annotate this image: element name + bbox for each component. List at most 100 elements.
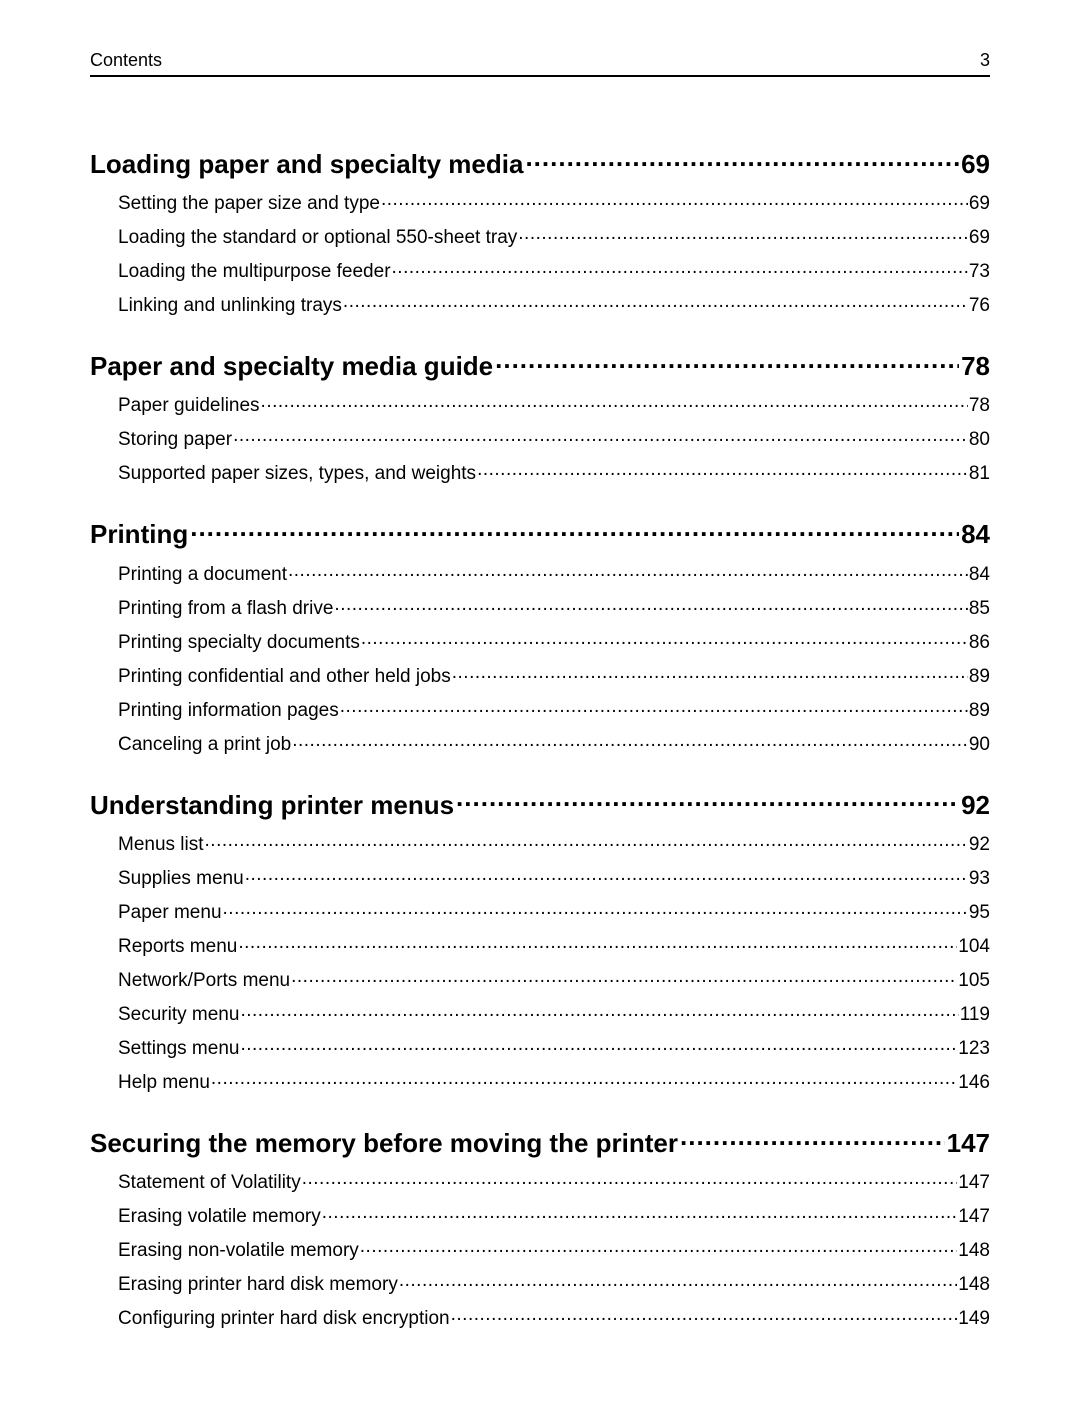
toc-entry-page: 86 <box>969 633 990 652</box>
toc-entry-page: 147 <box>958 1207 990 1226</box>
dot-leader <box>233 426 968 445</box>
toc-entry-title: Paper guidelines <box>118 396 260 415</box>
toc-entry[interactable]: Canceling a print job90 <box>118 731 990 754</box>
toc-entry-page: 69 <box>969 228 990 247</box>
toc-entry[interactable]: Linking and unlinking trays76 <box>118 292 990 315</box>
toc-entry-page: 78 <box>969 396 990 415</box>
header-page-number: 3 <box>980 50 990 71</box>
toc-entry-page: 73 <box>969 262 990 281</box>
dot-leader <box>322 1203 958 1222</box>
toc-entry[interactable]: Menus list92 <box>118 831 990 854</box>
toc-entry-title: Canceling a print job <box>118 735 291 754</box>
dot-leader <box>399 1271 957 1290</box>
toc-section-heading[interactable]: Loading paper and specialty media69 <box>90 147 990 180</box>
dot-leader <box>392 258 968 277</box>
toc-entry[interactable]: Supported paper sizes, types, and weight… <box>118 460 990 483</box>
toc-section: Securing the memory before moving the pr… <box>90 1126 990 1328</box>
toc-entry[interactable]: Printing a document84 <box>118 561 990 584</box>
toc-section-page: 84 <box>961 519 990 550</box>
toc-entry[interactable]: Setting the paper size and type69 <box>118 190 990 213</box>
toc-entry-page: 148 <box>958 1241 990 1260</box>
dot-leader <box>238 933 957 952</box>
toc-entry[interactable]: Configuring printer hard disk encryption… <box>118 1305 990 1328</box>
toc-entry-title: Storing paper <box>118 430 232 449</box>
toc-entry-title: Settings menu <box>118 1039 239 1058</box>
toc-entry[interactable]: Loading the standard or optional 550‑she… <box>118 224 990 247</box>
toc-sub-list: Paper guidelines 78 Storing paper 80 Support… <box>90 392 990 483</box>
toc-entry-page: 104 <box>958 937 990 956</box>
toc-entry[interactable]: Security menu 119 <box>118 1001 990 1024</box>
toc-entry-title: Paper menu <box>118 903 222 922</box>
toc-entry[interactable]: Printing from a flash drive85 <box>118 595 990 618</box>
dot-leader <box>518 224 968 243</box>
dot-leader <box>223 899 968 918</box>
toc-entry-page: 123 <box>958 1039 990 1058</box>
toc-entry-title: Supplies menu <box>118 869 244 888</box>
toc-sub-list: Printing a document84 Printing from a fla… <box>90 561 990 754</box>
dot-leader <box>245 865 968 884</box>
toc-section-heading[interactable]: Paper and specialty media guide78 <box>90 349 990 382</box>
toc-entry-page: 92 <box>969 835 990 854</box>
running-header: Contents 3 <box>90 50 990 77</box>
toc-entry-page: 119 <box>960 1005 990 1024</box>
table-of-contents: Loading paper and specialty media69Setti… <box>90 147 990 1328</box>
toc-entry[interactable]: Statement of Volatility147 <box>118 1169 990 1192</box>
toc-section-heading[interactable]: Understanding printer menus92 <box>90 788 990 821</box>
dot-leader <box>495 349 959 375</box>
toc-entry[interactable]: Help menu146 <box>118 1069 990 1092</box>
toc-section-heading[interactable]: Printing 84 <box>90 517 990 550</box>
toc-entry[interactable]: Printing confidential and other held job… <box>118 663 990 686</box>
toc-entry-page: 149 <box>958 1309 990 1328</box>
dot-leader <box>452 663 968 682</box>
toc-entry[interactable]: Printing specialty documents 86 <box>118 629 990 652</box>
dot-leader <box>381 190 968 209</box>
toc-section-page: 92 <box>961 790 990 821</box>
toc-entry-title: Supported paper sizes, types, and weight… <box>118 464 476 483</box>
dot-leader <box>361 629 968 648</box>
toc-entry[interactable]: Printing information pages89 <box>118 697 990 720</box>
toc-entry-title: Network/Ports menu <box>118 971 290 990</box>
toc-entry-page: 93 <box>969 869 990 888</box>
toc-section-title: Printing <box>90 519 188 550</box>
toc-entry-title: Loading the multipurpose feeder <box>118 262 391 281</box>
toc-section: Understanding printer menus92 Menus list9… <box>90 788 990 1092</box>
toc-section-heading[interactable]: Securing the memory before moving the pr… <box>90 1126 990 1159</box>
toc-entry[interactable]: Supplies menu 93 <box>118 865 990 888</box>
toc-entry[interactable]: Reports menu 104 <box>118 933 990 956</box>
dot-leader <box>302 1169 958 1188</box>
toc-section-title: Loading paper and specialty media <box>90 149 523 180</box>
toc-entry-title: Linking and unlinking trays <box>118 296 342 315</box>
dot-leader <box>477 460 968 479</box>
toc-entry-page: 148 <box>958 1275 990 1294</box>
toc-entry-title: Printing specialty documents <box>118 633 360 652</box>
toc-entry[interactable]: Storing paper 80 <box>118 426 990 449</box>
toc-entry[interactable]: Settings menu 123 <box>118 1035 990 1058</box>
toc-entry[interactable]: Erasing volatile memory147 <box>118 1203 990 1226</box>
toc-entry-title: Printing confidential and other held job… <box>118 667 451 686</box>
toc-section: Loading paper and specialty media69Setti… <box>90 147 990 315</box>
toc-entry-page: 147 <box>958 1173 990 1192</box>
toc-entry-title: Security menu <box>118 1005 239 1024</box>
toc-entry-title: Printing a document <box>118 565 287 584</box>
header-left: Contents <box>90 50 162 71</box>
toc-entry[interactable]: Erasing non‑volatile memory 148 <box>118 1237 990 1260</box>
toc-entry-title: Help menu <box>118 1073 210 1092</box>
toc-entry-title: Configuring printer hard disk encryption <box>118 1309 450 1328</box>
toc-section-page: 78 <box>961 351 990 382</box>
toc-entry-title: Erasing non‑volatile memory <box>118 1241 359 1260</box>
toc-entry[interactable]: Erasing printer hard disk memory148 <box>118 1271 990 1294</box>
toc-entry[interactable]: Paper guidelines 78 <box>118 392 990 415</box>
toc-entry-title: Reports menu <box>118 937 237 956</box>
toc-entry-page: 89 <box>969 667 990 686</box>
dot-leader <box>240 1001 958 1020</box>
toc-entry-page: 80 <box>969 430 990 449</box>
toc-section-title: Securing the memory before moving the pr… <box>90 1128 678 1159</box>
toc-entry[interactable]: Paper menu95 <box>118 899 990 922</box>
toc-entry[interactable]: Loading the multipurpose feeder 73 <box>118 258 990 281</box>
toc-entry-title: Printing from a flash drive <box>118 599 333 618</box>
toc-entry-page: 105 <box>958 971 990 990</box>
dot-leader <box>288 561 968 580</box>
toc-entry-title: Loading the standard or optional 550‑she… <box>118 228 517 247</box>
dot-leader <box>525 147 959 173</box>
toc-entry[interactable]: Network/Ports menu 105 <box>118 967 990 990</box>
